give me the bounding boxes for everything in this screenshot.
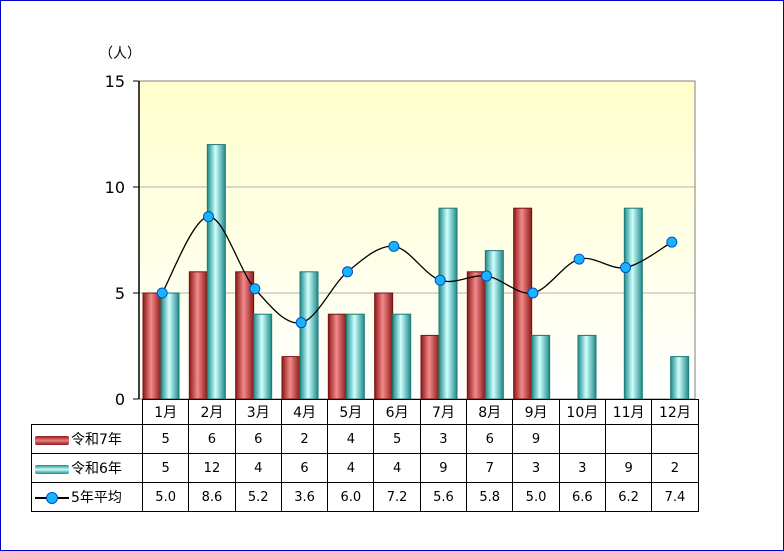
table-cell: 4: [327, 453, 375, 483]
table-cell: 2: [651, 453, 699, 483]
table-cell: [651, 424, 699, 454]
table-cell: 5.6: [419, 482, 468, 512]
bar-r7: [188, 271, 208, 400]
bar-r6: [299, 271, 319, 400]
avg-point: [620, 262, 631, 274]
table-cell: 4: [234, 453, 282, 483]
bar-r7: [374, 292, 394, 400]
category-label: 7月: [419, 399, 468, 425]
avg-point: [666, 236, 678, 248]
category-label: 8月: [466, 399, 514, 425]
avg-point: [203, 211, 214, 223]
legend-series-r7: 令和7年: [31, 424, 143, 454]
table-cell: 3.6: [280, 482, 329, 512]
bar-r7: [513, 207, 533, 400]
table-cell: 5: [141, 424, 190, 454]
table-cell: 2: [280, 424, 329, 454]
legend-line-marker-icon: [35, 492, 69, 504]
table-cell: 9: [512, 424, 560, 454]
bar-r6: [345, 313, 365, 400]
y-tick-label: 5: [115, 284, 125, 303]
table-cell: 6.0: [327, 482, 375, 512]
y-tick-label: 15: [105, 72, 125, 91]
table-cell: 6: [234, 424, 282, 454]
bar-r6: [206, 144, 226, 400]
bar-r6: [253, 313, 273, 400]
bar-r6: [623, 207, 643, 400]
legend-swatch-red: [35, 435, 69, 445]
avg-point: [388, 240, 400, 252]
avg-point: [481, 270, 492, 282]
table-cell: 5.2: [234, 482, 282, 512]
bar-r6: [531, 334, 551, 400]
y-tick-label: 10: [105, 178, 125, 197]
table-cell: 5: [141, 453, 190, 483]
table-cell: 5.0: [512, 482, 560, 512]
table-cell: [604, 424, 653, 454]
bar-r7: [466, 271, 486, 400]
table-cell: 6.2: [604, 482, 653, 512]
table-cell: 7.4: [651, 482, 699, 512]
avg-point: [156, 287, 168, 299]
table-cell: 5: [373, 424, 421, 454]
table-cell: 4: [373, 453, 421, 483]
legend-series-avg: 5年平均: [31, 482, 143, 512]
table-cell: 6: [280, 453, 329, 483]
category-label: 12月: [651, 399, 699, 425]
table-cell: 6: [466, 424, 514, 454]
avg-point: [295, 317, 307, 329]
data-table: 1月 2月 3月 4月 5月 6月 7月 8月 9月 10月 11月 12月 令和7年 5 6 6 2 4 5 3 6…: [31, 399, 699, 512]
bar-r6: [577, 334, 597, 400]
table-cell: 6.6: [558, 482, 606, 512]
category-label: 4月: [280, 399, 329, 425]
table-cell: 12: [188, 453, 236, 483]
table-cell: 5.0: [141, 482, 190, 512]
bar-r7: [142, 292, 162, 400]
avg-point: [527, 287, 539, 299]
table-cell: 7.2: [373, 482, 421, 512]
table-cell: 3: [512, 453, 560, 483]
table-cell: 9: [419, 453, 468, 483]
bar-r7: [281, 356, 301, 400]
table-cell: 7: [466, 453, 514, 483]
table-cell: 4: [327, 424, 375, 454]
table-cell: 3: [558, 453, 606, 483]
category-label: 3月: [234, 399, 282, 425]
y-unit-label: （人）: [99, 46, 141, 62]
category-label: 2月: [188, 399, 236, 425]
legend-swatch-teal: [35, 464, 69, 474]
avg-point: [434, 274, 446, 286]
table-cell: 8.6: [188, 482, 236, 512]
category-label: 5月: [327, 399, 375, 425]
bar-r6: [160, 292, 180, 400]
bar-r6: [392, 313, 412, 400]
bar-r7: [420, 334, 440, 400]
bar-r7: [327, 313, 347, 400]
category-label: 10月: [558, 399, 606, 425]
plot-area: [139, 81, 695, 399]
table-cell: 3: [419, 424, 468, 454]
bar-r6: [670, 356, 690, 400]
table-cell: 9: [604, 453, 653, 483]
avg-point: [249, 283, 261, 295]
category-label: 9月: [512, 399, 560, 425]
avg-point: [342, 266, 353, 278]
table-cell: [558, 424, 606, 454]
avg-point: [573, 253, 585, 265]
category-label: 6月: [373, 399, 421, 425]
bar-r6: [438, 207, 458, 400]
legend-series-r6: 令和6年: [31, 453, 143, 483]
category-label: 1月: [141, 399, 190, 425]
category-label: 11月: [604, 399, 653, 425]
table-cell: 5.8: [466, 482, 514, 512]
table-corner: [31, 399, 143, 425]
table-cell: 6: [188, 424, 236, 454]
